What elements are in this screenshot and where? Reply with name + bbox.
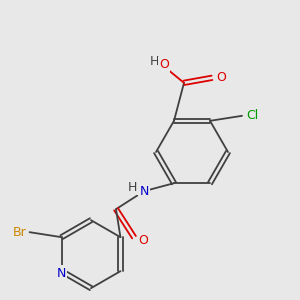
Text: O: O xyxy=(138,234,148,247)
Text: N: N xyxy=(57,267,66,280)
Text: O: O xyxy=(159,58,169,71)
Text: H: H xyxy=(127,181,137,194)
Text: O: O xyxy=(216,71,226,84)
Text: Br: Br xyxy=(13,226,26,239)
Text: H: H xyxy=(149,55,159,68)
Text: Cl: Cl xyxy=(246,109,258,122)
Text: N: N xyxy=(139,185,149,198)
